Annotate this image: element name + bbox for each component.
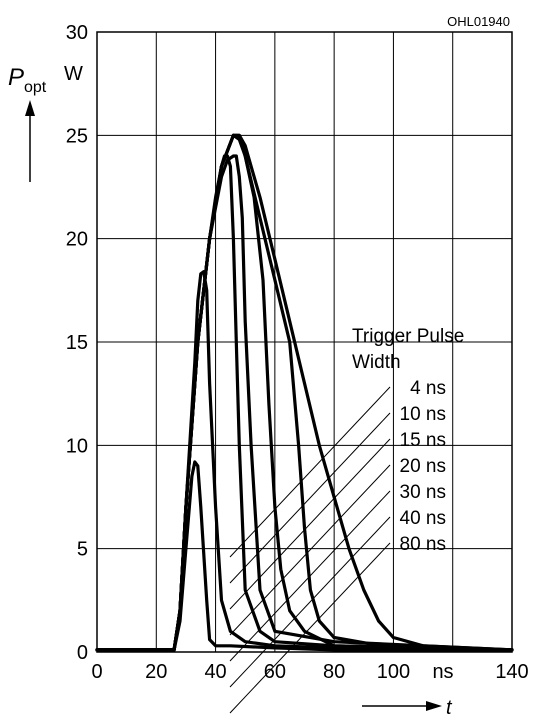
series-line (95, 133, 514, 652)
legend-item-label: 30 ns (400, 482, 446, 503)
y-tick-label: 10 (66, 435, 88, 457)
x-tick-label: 20 (145, 661, 167, 683)
x-tick-label: 140 (495, 661, 528, 683)
series-line (95, 154, 514, 652)
tick-labels: 0 20 40 60 80 100 140 0 5 10 15 20 25 30 (66, 22, 529, 683)
legend-item-label: 80 ns (400, 534, 446, 555)
y-tick-label: 0 (77, 642, 88, 664)
y-axis-label: P (8, 64, 24, 91)
y-tick-label: 20 (66, 229, 88, 251)
legend-item-label: 40 ns (400, 508, 446, 529)
legend-item-label: 10 ns (400, 404, 446, 425)
x-axis-arrow (362, 701, 442, 711)
legend-leader-line (229, 464, 391, 636)
legend-leader-line (229, 386, 391, 558)
y-tick-label: 5 (77, 539, 88, 561)
legend-leader-line (229, 542, 391, 714)
series-line (95, 133, 514, 652)
x-tick-label: 0 (91, 661, 102, 683)
legend-title-line2: Width (352, 352, 401, 373)
y-tick-label: 25 (66, 125, 88, 147)
legend-leader-line (229, 438, 391, 610)
grid (97, 32, 512, 652)
x-axis-label: t (446, 697, 453, 717)
plot-frame (96, 31, 513, 653)
legend-leader-line (229, 490, 391, 662)
legend-item-label: 15 ns (400, 430, 446, 451)
y-tick-label: 30 (66, 22, 88, 44)
y-axis-arrow (25, 100, 35, 182)
x-tick-label: 100 (377, 661, 410, 683)
legend-item-label: 4 ns (410, 378, 446, 399)
series-line (95, 133, 514, 652)
x-axis-unit: ns (432, 661, 453, 683)
legend-leader-line (229, 516, 391, 688)
y-axis-label-subscript: opt (24, 79, 47, 96)
legend: 4 ns 10 ns 15 ns 20 ns 30 ns 40 ns 80 ns (229, 378, 446, 714)
x-tick-label: 60 (264, 661, 286, 683)
x-tick-label: 80 (323, 661, 345, 683)
series-layer (95, 133, 514, 652)
legend-item-label: 20 ns (400, 456, 446, 477)
chart-code: OHL01940 (447, 14, 510, 29)
y-axis-unit: W (64, 63, 83, 85)
y-tick-label: 15 (66, 332, 88, 354)
legend-title-line1: Trigger Pulse (352, 326, 464, 347)
x-tick-label: 40 (204, 661, 226, 683)
series-line (95, 154, 514, 652)
legend-leader-line (229, 412, 391, 584)
